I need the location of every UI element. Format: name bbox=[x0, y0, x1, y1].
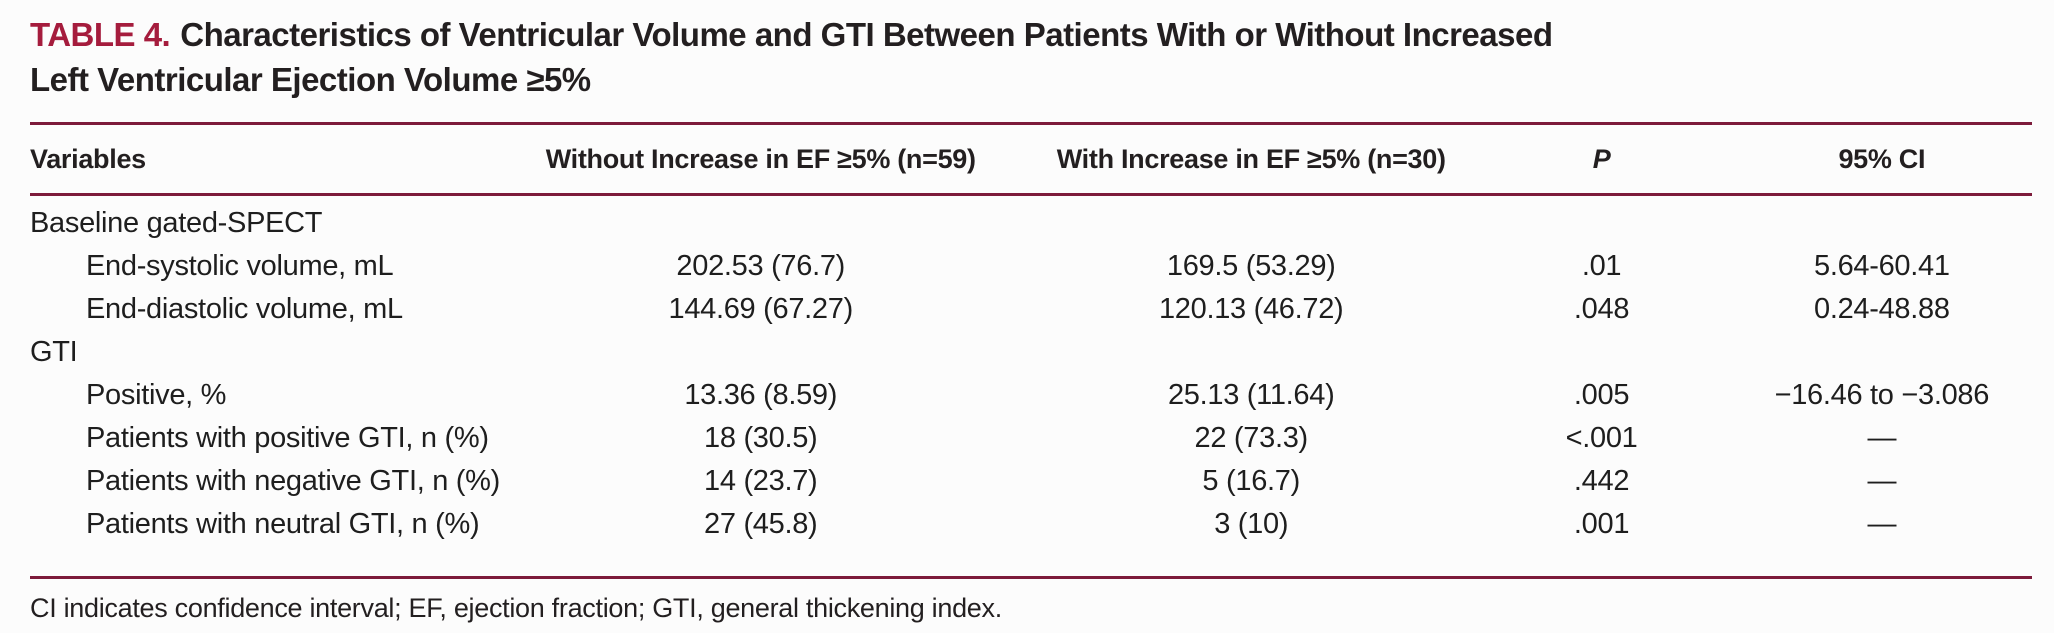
table-footnote: CI indicates confidence interval; EF, ej… bbox=[30, 593, 1002, 623]
cell-value: 169.5 (53.29) bbox=[1166, 250, 1336, 282]
column-header-95-ci: 95% CI bbox=[1838, 143, 1926, 174]
cell-value bbox=[490, 331, 1031, 374]
cell-value: <.001 bbox=[1565, 422, 1638, 454]
cell-value: .001 bbox=[1573, 508, 1630, 540]
cell-value: .442 bbox=[1573, 465, 1630, 497]
table-row-end-systolic-volume: End-systolic volume, mL 202.53 (76.7) 16… bbox=[30, 245, 2032, 288]
table-row-patients-negative-gti: Patients with negative GTI, n (%) 14 (23… bbox=[30, 460, 2032, 503]
cell-value: 202.53 (76.7) bbox=[676, 250, 846, 282]
row-label: Baseline gated-SPECT bbox=[30, 207, 323, 239]
cell-value bbox=[1732, 195, 2032, 246]
cell-value bbox=[490, 195, 1031, 246]
cell-value bbox=[1031, 195, 1471, 246]
table-title-text: Characteristics of Ventricular Volume an… bbox=[30, 16, 1553, 98]
cell-value: 27 (45.8) bbox=[704, 508, 818, 540]
cell-value: — bbox=[1867, 465, 1897, 497]
row-label: End-systolic volume, mL bbox=[86, 250, 394, 282]
table-header-row: Variables Without Increase in EF ≥5% (n=… bbox=[30, 123, 2032, 195]
cell-value bbox=[1471, 195, 1731, 246]
cell-value: — bbox=[1867, 422, 1897, 454]
cell-value: 22 (73.3) bbox=[1194, 422, 1309, 454]
column-header-without-increase: Without Increase in EF ≥5% (n=59) bbox=[545, 143, 976, 174]
cell-value bbox=[1471, 331, 1731, 374]
row-label: GTI bbox=[30, 336, 78, 368]
table-row-baseline-gated-spect: Baseline gated-SPECT bbox=[30, 195, 2032, 246]
cell-value: 0.24-48.88 bbox=[1814, 293, 1950, 325]
cell-value: .048 bbox=[1573, 293, 1630, 325]
cell-value: 25.13 (11.64) bbox=[1167, 379, 1335, 411]
cell-value: 144.69 (67.27) bbox=[668, 293, 853, 325]
column-header-variables: Variables bbox=[30, 143, 146, 174]
row-label: Patients with positive GTI, n (%) bbox=[86, 422, 489, 454]
cell-value: .01 bbox=[1581, 250, 1622, 282]
cell-value: 18 (30.5) bbox=[704, 422, 818, 454]
table-row-gti: GTI bbox=[30, 331, 2032, 374]
row-label: Patients with neutral GTI, n (%) bbox=[86, 508, 480, 540]
row-label: Patients with negative GTI, n (%) bbox=[86, 465, 500, 497]
cell-value: 120.13 (46.72) bbox=[1158, 293, 1344, 325]
cell-value: −16.46 to −3.086 bbox=[1774, 379, 1990, 411]
cell-value: 5 (16.7) bbox=[1202, 465, 1300, 497]
table-title: TABLE 4. Characteristics of Ventricular V… bbox=[30, 12, 1590, 102]
table-row-patients-positive-gti: Patients with positive GTI, n (%) 18 (30… bbox=[30, 417, 2032, 460]
data-table: Variables Without Increase in EF ≥5% (n=… bbox=[30, 122, 2032, 579]
cell-value: 13.36 (8.59) bbox=[684, 379, 838, 411]
cell-value bbox=[1031, 331, 1471, 374]
cell-value: 5.64-60.41 bbox=[1814, 250, 1950, 282]
table-row-positive-percent: Positive, % 13.36 (8.59) 25.13 (11.64) .… bbox=[30, 374, 2032, 417]
cell-value: 14 (23.7) bbox=[704, 465, 818, 497]
table-number-label: TABLE 4. bbox=[30, 16, 171, 53]
table-row-end-diastolic-volume: End-diastolic volume, mL 144.69 (67.27) … bbox=[30, 288, 2032, 331]
table-row-patients-neutral-gti: Patients with neutral GTI, n (%) 27 (45.… bbox=[30, 503, 2032, 578]
column-header-p-value: P bbox=[1592, 143, 1611, 174]
row-label: Positive, % bbox=[86, 379, 227, 411]
cell-value: .005 bbox=[1573, 379, 1630, 411]
column-header-with-increase: With Increase in EF ≥5% (n=30) bbox=[1056, 143, 1446, 174]
cell-value: — bbox=[1867, 508, 1897, 540]
row-label: End-diastolic volume, mL bbox=[86, 293, 403, 325]
cell-value: 3 (10) bbox=[1214, 508, 1289, 540]
cell-value bbox=[1732, 331, 2032, 374]
